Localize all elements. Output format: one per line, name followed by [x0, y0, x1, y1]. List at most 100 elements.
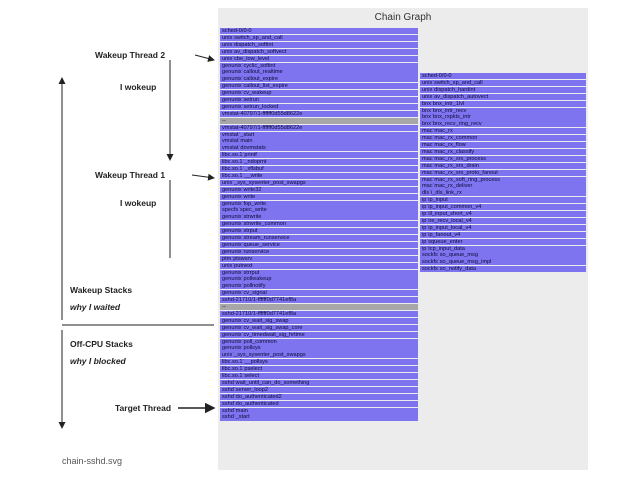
stack-frame[interactable]: sched-0/0-0: [220, 28, 418, 35]
stack-frame[interactable]: unix`av_dispatch_softvect: [220, 48, 418, 55]
stack-frame[interactable]: libc.so.1`printf: [220, 152, 418, 159]
stack-frame[interactable]: genunix`callout_expire: [220, 76, 418, 83]
stack-frame[interactable]: genunix`callout_list_expire: [220, 83, 418, 90]
stack-frame[interactable]: vmstat`_start: [220, 131, 418, 138]
stack-frame[interactable]: ip`ire_recv_local_v4: [420, 217, 586, 225]
stack-frame[interactable]: genunix`poll_common: [220, 338, 418, 345]
figure-caption: chain-sshd.svg: [62, 456, 123, 466]
annotation-label: Target Thread: [115, 403, 172, 413]
stack-frame[interactable]: unix`switch_sp_and_call: [420, 79, 586, 87]
stack-frame[interactable]: sshd`main: [220, 407, 418, 414]
stack-frame[interactable]: sshd`server_loop2: [220, 386, 418, 393]
stack-frame[interactable]: genunix`fop_write: [220, 200, 418, 207]
annotation-label: I wokeup: [120, 198, 157, 208]
stack-frame[interactable]: mac`mac_rx_common: [420, 135, 586, 142]
stack-frame[interactable]: libc.so.1`pselect: [220, 366, 418, 373]
stack-frame[interactable]: genunix`cyclic_softint: [220, 62, 418, 69]
stack-frame[interactable]: genunix`write: [220, 193, 418, 200]
stack-frame[interactable]: dls`i_dls_link_rx: [420, 190, 586, 197]
stack-frame[interactable]: ip`ip_fanout_v4: [420, 231, 586, 238]
stack-frame[interactable]: sshd`do_authenticated2: [220, 393, 418, 400]
stack-frame[interactable]: genunix`strwrite: [220, 214, 418, 221]
stack-frame[interactable]: sockfs`so_queue_msg: [420, 252, 586, 259]
stack-frame[interactable]: libc.so.1`__pollsys: [220, 359, 418, 366]
stack-frame[interactable]: unix`_sys_sysenter_post_swapgs: [220, 352, 418, 359]
stack-frame[interactable]: genunix`cv_wait_sig_swap_core: [220, 324, 418, 331]
stack-frame[interactable]: genunix`setrun: [220, 97, 418, 104]
stack-frame[interactable]: bnx`bnx_intr_recv: [420, 107, 586, 114]
stack-frame[interactable]: sched-0/0-0: [420, 73, 586, 80]
stack-frame[interactable]: --: [220, 304, 418, 311]
stack-frame[interactable]: mac`mac_rx_srs_proto_fanout: [420, 169, 586, 176]
stack-frame[interactable]: genunix`pollnotify: [220, 283, 418, 290]
graph-title: Chain Graph: [374, 12, 432, 23]
stack-frame[interactable]: bnx`bnx_intr_1lvl: [420, 100, 586, 107]
stack-frame[interactable]: unix`_sys_sysenter_post_swapgs: [220, 179, 418, 186]
stack-frame[interactable]: vmstat-40797/1-ffffff0d55d8622e: [220, 110, 418, 117]
annotation-label: Off-CPU Stacks: [70, 339, 133, 349]
stack-frame[interactable]: unix`putnext: [220, 262, 418, 269]
wakeup-thread-2-arrow: [194, 54, 215, 62]
stack-frame[interactable]: bnx`bnx_rxpkts_intr: [420, 114, 586, 121]
stack-frame[interactable]: unix`av_dispatch_autovect: [420, 93, 586, 100]
stack-frame[interactable]: genunix`cv_timedwait_sig_hrtime: [220, 331, 418, 338]
stack-frame[interactable]: unix`dispatch_hardint: [420, 86, 586, 93]
stack-frame[interactable]: sockfs`so_notify_data: [420, 266, 586, 273]
stack-frame[interactable]: genunix`pollsys: [220, 345, 418, 352]
stack-frame[interactable]: mac`mac_rx_deliver: [420, 183, 586, 190]
stack-frame[interactable]: genunix`cv_wait_sig_swap: [220, 317, 418, 324]
stack-frame[interactable]: ip`ip_input_common_v4: [420, 204, 586, 211]
stack-frame[interactable]: genunix`runservice: [220, 248, 418, 255]
stack-frame[interactable]: ip`tcp_input_data: [420, 245, 586, 252]
stack-frame[interactable]: libc.so.1`_xflsbuf: [220, 166, 418, 173]
stack-frame[interactable]: ip`ip_input_local_v4: [420, 224, 586, 231]
stack-frame[interactable]: mac`mac_rx_srs_drain: [420, 162, 586, 169]
stack-frame[interactable]: sshd`wait_until_can_do_something: [220, 379, 418, 387]
stack-frame[interactable]: specfs`spec_write: [220, 207, 418, 214]
stack-frame[interactable]: genunix`pollwakeup: [220, 276, 418, 283]
stack-frame[interactable]: genunix`cv_wakeup: [220, 90, 418, 97]
stack-frame[interactable]: --: [220, 117, 418, 124]
annotation-label: why I waited: [70, 302, 121, 312]
stack-frame[interactable]: libc.so.1`__write: [220, 172, 418, 180]
stack-frame[interactable]: genunix`write32: [220, 186, 418, 193]
stack-frame[interactable]: genunix`stream_runservice: [220, 235, 418, 242]
stack-frame[interactable]: genunix`strrput: [220, 269, 418, 276]
stack-frame[interactable]: ip`ip_input: [420, 197, 586, 204]
annotation-label: Wakeup Stacks: [70, 285, 133, 295]
stack-frame[interactable]: sshd-21710/1-ffffff0d7741ef8a: [220, 310, 418, 318]
stack-frame[interactable]: mac`mac_rx_flow: [420, 142, 586, 149]
stack-frame[interactable]: unix`cbe_low_level: [220, 55, 418, 62]
annotation-label: I wokeup: [120, 82, 157, 92]
stack-frame[interactable]: sshd`do_authenticated: [220, 400, 418, 407]
stack-frame[interactable]: sockfs`so_queue_msg_impl: [420, 259, 586, 266]
stack-frame[interactable]: libc.so.1`select: [220, 373, 418, 380]
annotation-label: Wakeup Thread 2: [95, 50, 166, 60]
stack-frame[interactable]: unix`switch_sp_and_call: [220, 34, 418, 42]
stack-frame[interactable]: genunix`strput: [220, 228, 418, 235]
stack-frame[interactable]: bnx`bnx_recv_ring_recv: [420, 121, 586, 128]
stack-frame[interactable]: ip`ill_input_short_v4: [420, 211, 586, 218]
stack-frame[interactable]: ip`squeue_enter: [420, 238, 586, 245]
stack-frame[interactable]: genunix`strwrite_common: [220, 221, 418, 228]
stack-frame[interactable]: libc.so.1`_ndoprnt: [220, 159, 418, 166]
stack-frame[interactable]: mac`mac_rx_classify: [420, 148, 586, 156]
stack-frame[interactable]: genunix`cv_signal: [220, 290, 418, 297]
stack-frame[interactable]: vmstat-40797/1-ffffff0d55d8622e: [220, 124, 418, 131]
stack-frame[interactable]: sshd`_start: [220, 414, 418, 421]
chain-graph: Chain Graph sched-0/0-0 unix`switch_sp_an…: [218, 8, 588, 470]
annotation-label: why I blocked: [70, 356, 126, 366]
stack-frame[interactable]: genunix`setrun_locked: [220, 103, 418, 111]
stack-frame[interactable]: mac`mac_rx_srs_process: [420, 155, 586, 162]
wakeup-thread-1-arrow: [191, 173, 215, 181]
stack-frame[interactable]: vmstat`dovmstats: [220, 145, 418, 152]
stack-frame[interactable]: sshd-21710/1-ffffff0d7741ef8a: [220, 297, 418, 304]
stack-frame[interactable]: vmstat`main: [220, 138, 418, 145]
stack-frame[interactable]: ptm`ptswsrv: [220, 255, 418, 262]
stack-frame[interactable]: genunix`callout_realtime: [220, 69, 418, 76]
stack-frame[interactable]: genunix`queue_service: [220, 241, 418, 249]
stack-frame[interactable]: unix`dispatch_softint: [220, 41, 418, 48]
stack-frame[interactable]: mac`mac_rx_soft_ring_process: [420, 176, 586, 183]
stack-frame[interactable]: mac`mac_rx: [420, 128, 586, 135]
